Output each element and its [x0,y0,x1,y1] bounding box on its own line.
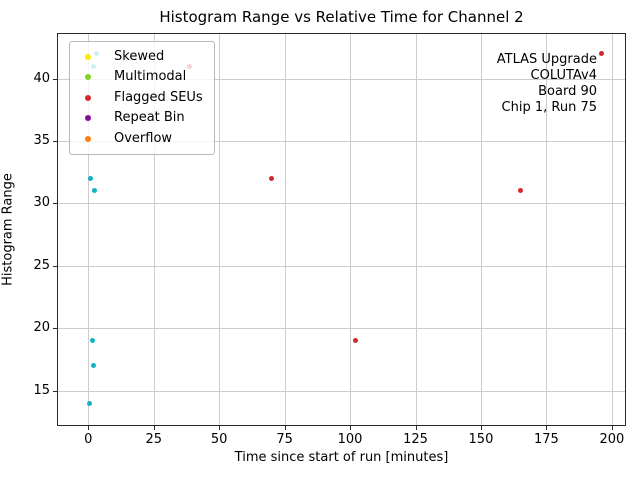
x-tick-label: 200 [599,432,625,447]
data-point-cyan-points [88,176,94,182]
legend-marker-icon [85,115,91,122]
x-gridline [415,33,417,426]
x-tick-mark [480,426,482,430]
legend-entry: Overflow [70,129,214,149]
legend-marker-icon [85,135,91,142]
legend-entry: Skewed [70,47,214,67]
legend-label: Multimodal [114,69,187,85]
y-tick-mark [53,141,57,143]
x-tick-label: 175 [533,432,559,447]
chart-title: Histogram Range vs Relative Time for Cha… [159,8,524,26]
x-gridline [153,33,155,426]
x-axis-label: Time since start of run [minutes] [234,450,449,465]
y-tick-label: 30 [33,195,50,211]
data-point-cyan-points [89,338,95,344]
data-point-red-points [269,176,275,182]
y-tick-mark [53,78,57,80]
x-tick-label: 150 [468,432,494,447]
legend-marker-icon [85,54,91,60]
x-gridline [546,33,548,426]
y-axis-label: Histogram Range [0,173,16,286]
y-gridline [57,265,626,267]
y-gridline [57,78,626,80]
x-tick-label: 25 [145,432,162,447]
annotation: ATLAS Upgrade COLUTAv4 Board 90 Chip 1, Run… [497,52,597,116]
y-tick-label: 35 [33,133,50,149]
y-gridline [57,390,626,392]
x-tick-label: 100 [337,432,363,447]
y-gridline [57,203,626,205]
legend-entry: Repeat Bin [70,108,214,128]
y-gridline [57,328,626,330]
legend-entry: Multimodal [70,67,214,87]
y-tick-mark [53,265,57,267]
legend-entry: Flagged SEUs [70,88,214,108]
data-point-red-points [517,188,523,194]
x-gridline [88,33,90,426]
x-tick-mark [415,426,417,430]
annotation-line: COLUTAv4 [530,68,597,83]
legend-marker-icon [85,74,91,81]
y-tick-mark [53,328,57,330]
x-tick-mark [88,426,90,430]
x-tick-mark [153,426,155,430]
x-gridline [611,33,613,426]
data-point-cyan-points [87,400,93,406]
data-point-cyan-points [92,188,98,194]
x-tick-mark [350,426,352,430]
y-tick-label: 20 [33,320,50,336]
x-tick-mark [546,426,548,430]
x-tick-label: 0 [84,432,93,447]
y-tick-label: 25 [33,257,50,273]
data-point-red-points [598,51,604,57]
x-gridline [219,33,221,426]
annotation-line: ATLAS Upgrade [496,52,597,67]
x-tick-mark [284,426,286,430]
legend-label: Skewed [114,49,165,64]
legend-label: Overflow [114,130,173,146]
legend-label: Flagged SEUs [114,89,203,105]
annotation-line: Board 90 [538,84,597,99]
y-tick-mark [53,390,57,392]
x-tick-label: 50 [210,432,228,447]
annotation-line: Chip 1, Run 75 [501,100,597,115]
x-tick-mark [219,426,221,430]
x-tick-label: 125 [403,432,428,447]
y-tick-mark [53,203,57,205]
y-tick-label: 40 [33,70,50,86]
x-gridline [480,33,482,426]
data-point-cyan-points [91,363,97,369]
x-gridline [350,33,352,426]
x-tick-label: 75 [276,432,293,447]
x-tick-mark [611,426,613,430]
legend: Skewed Multimodal Flagged SEUs Repeat Bin Ov… [69,41,215,155]
y-tick-label: 15 [33,382,50,398]
legend-label: Repeat Bin [114,110,185,126]
y-gridline [57,141,626,143]
x-gridline [284,33,286,426]
legend-marker-icon [85,94,91,101]
data-point-red-points [352,338,358,344]
